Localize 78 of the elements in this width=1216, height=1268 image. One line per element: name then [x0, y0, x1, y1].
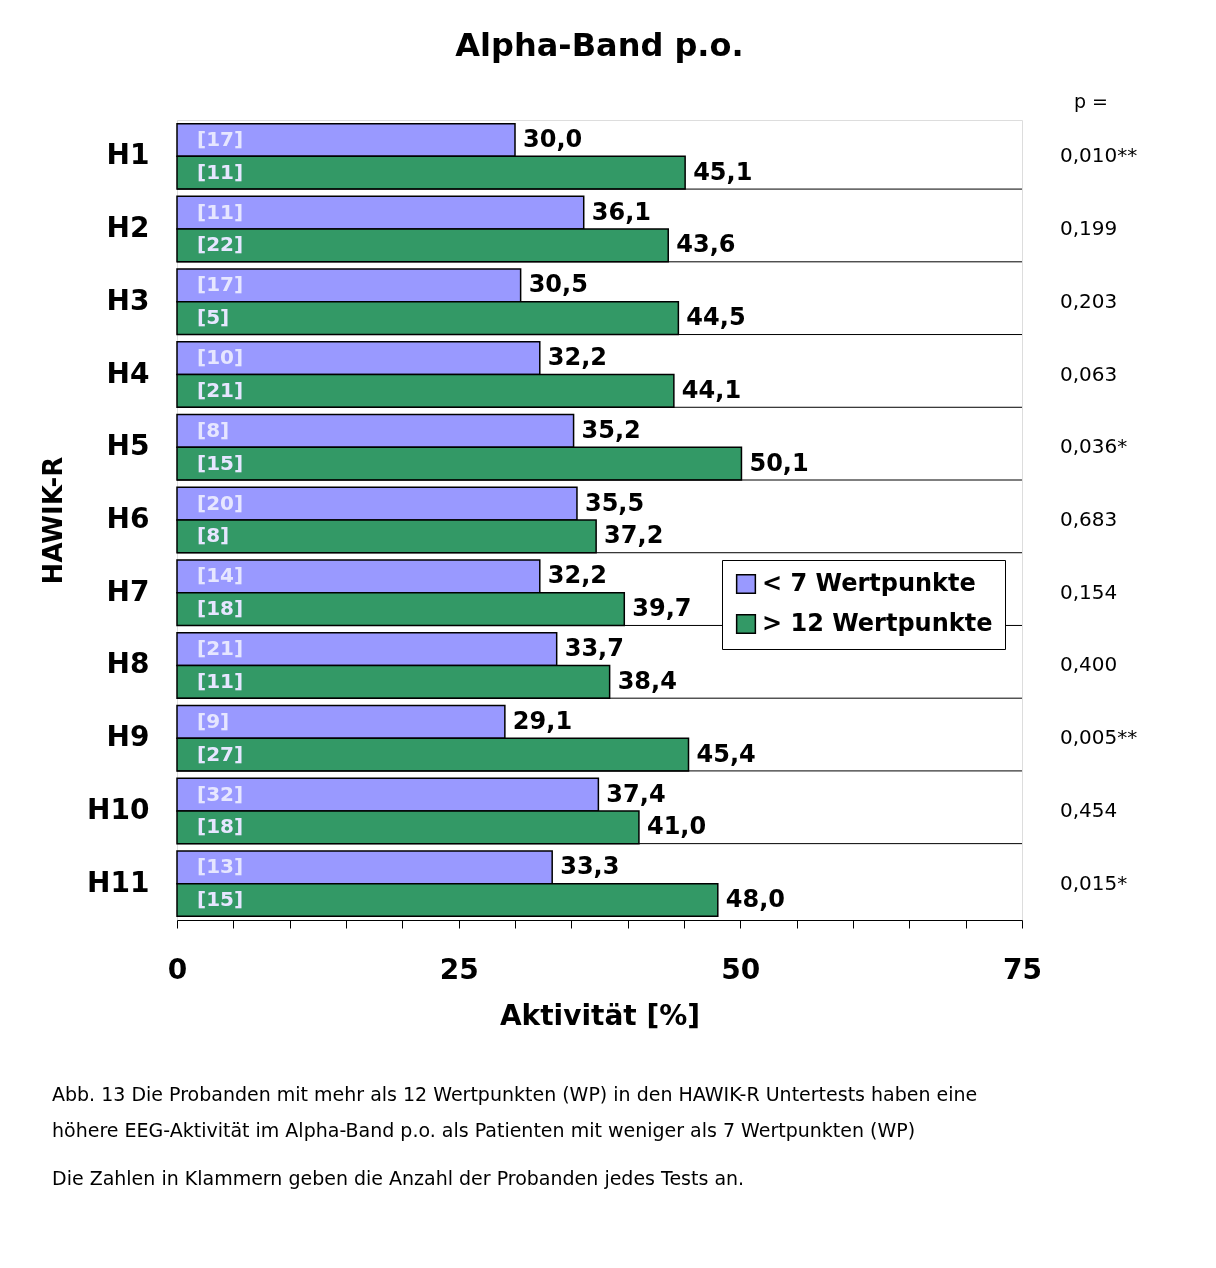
annotation: [11] — [197, 668, 244, 693]
annotation: [14] — [197, 563, 244, 588]
annotation: [9] — [197, 708, 230, 733]
data-label: 38,4 — [617, 666, 677, 695]
x-tick-label: 50 — [721, 952, 761, 986]
annotation: [11] — [197, 199, 244, 224]
text: 0,683 — [1060, 507, 1118, 531]
y-tick-label: H3 — [106, 283, 150, 317]
data-label: 37,4 — [606, 779, 666, 808]
data-label: 44,5 — [686, 303, 746, 332]
y-axis-title: HAWIK-R — [38, 456, 69, 585]
annotation: [11] — [197, 159, 244, 184]
text: 0,005** — [1060, 725, 1138, 750]
annotation: [15] — [197, 450, 244, 475]
x-tick-label: 75 — [1003, 952, 1042, 986]
y-tick-label: H11 — [87, 865, 150, 899]
y-tick-label: H10 — [87, 792, 150, 826]
data-label: 45,4 — [696, 739, 756, 768]
data-label: 35,2 — [581, 415, 641, 444]
y-tick-label: H6 — [106, 502, 150, 535]
annotation: [13] — [197, 854, 244, 879]
data-label: 30,5 — [528, 270, 588, 299]
data-label: 29,1 — [512, 706, 573, 735]
x-tick-label: 0 — [167, 952, 188, 986]
annotation: [22] — [197, 232, 244, 257]
data-label: 35,5 — [584, 488, 645, 517]
caption: Abb. 13 Die Probanden mit mehr als 12 Wertpunkten (WP) in den HAWIK-R Untertests haben eine höhere EEG-Aktivität im Alpha-Band p.o. als Patienten mit weniger als 7 Wertpunkten (WP) — [52, 1083, 978, 1141]
x-axis-title: Aktivität [%] — [499, 998, 701, 1032]
text: p = — [1074, 90, 1109, 112]
annotation: [21] — [197, 377, 244, 402]
text: 0,036* — [1060, 434, 1128, 459]
text: 0,010** — [1060, 143, 1138, 168]
annotation: [18] — [197, 596, 244, 621]
data-label: 33,7 — [564, 634, 624, 663]
x-tick-label: 25 — [439, 952, 479, 986]
chart-title: Alpha-Band p.o. — [455, 26, 744, 64]
annotation: [8] — [197, 417, 230, 442]
text: 0,015* — [1060, 870, 1128, 895]
text: 0,154 — [1060, 579, 1118, 604]
legend-label: < 7 Wertpunkte — [762, 569, 976, 597]
data-label: 41,0 — [646, 812, 707, 841]
annotation: [27] — [197, 741, 244, 766]
data-label: 32,2 — [547, 343, 608, 372]
annotation: [8] — [197, 523, 230, 548]
y-tick-label: H1 — [106, 138, 150, 172]
annotation: [32] — [197, 781, 244, 806]
text: 0,063 — [1060, 361, 1118, 386]
annotation: [10] — [197, 345, 244, 370]
text: 0,203 — [1060, 288, 1118, 313]
y-tick-label: H5 — [106, 429, 150, 463]
data-label: 50,1 — [749, 448, 809, 477]
data-label: 37,2 — [604, 521, 664, 550]
data-label: 48,0 — [725, 885, 786, 913]
data-label: 43,6 — [676, 230, 736, 259]
data-label: 33,3 — [560, 852, 620, 881]
text: 0,199 — [1060, 216, 1118, 241]
data-label: 32,2 — [547, 561, 608, 590]
annotation: [17] — [197, 127, 244, 151]
annotation: [15] — [197, 887, 244, 911]
data-label: 45,1 — [693, 157, 753, 186]
y-tick-label: H7 — [106, 574, 150, 608]
y-tick-label: H9 — [106, 720, 150, 754]
y-tick-label: H2 — [106, 211, 150, 245]
data-label: 36,1 — [591, 197, 651, 226]
text: Die Zahlen in Klammern geben die Anzahl der Probanden jedes Tests an. — [52, 1167, 745, 1189]
annotation: [21] — [197, 636, 244, 661]
annotation: [5] — [197, 305, 230, 330]
annotation: [20] — [197, 490, 244, 515]
y-tick-label: H8 — [106, 647, 150, 681]
data-label: 44,1 — [681, 375, 742, 404]
y-tick-label: H4 — [106, 356, 150, 390]
annotation: [17] — [197, 272, 244, 297]
text: 0,454 — [1060, 797, 1118, 822]
data-label: 30,0 — [523, 125, 583, 153]
annotation: [18] — [197, 814, 244, 839]
data-label: 39,7 — [632, 594, 692, 623]
legend-label: > 12 Wertpunkte — [762, 609, 993, 637]
text: 0,400 — [1060, 652, 1118, 677]
